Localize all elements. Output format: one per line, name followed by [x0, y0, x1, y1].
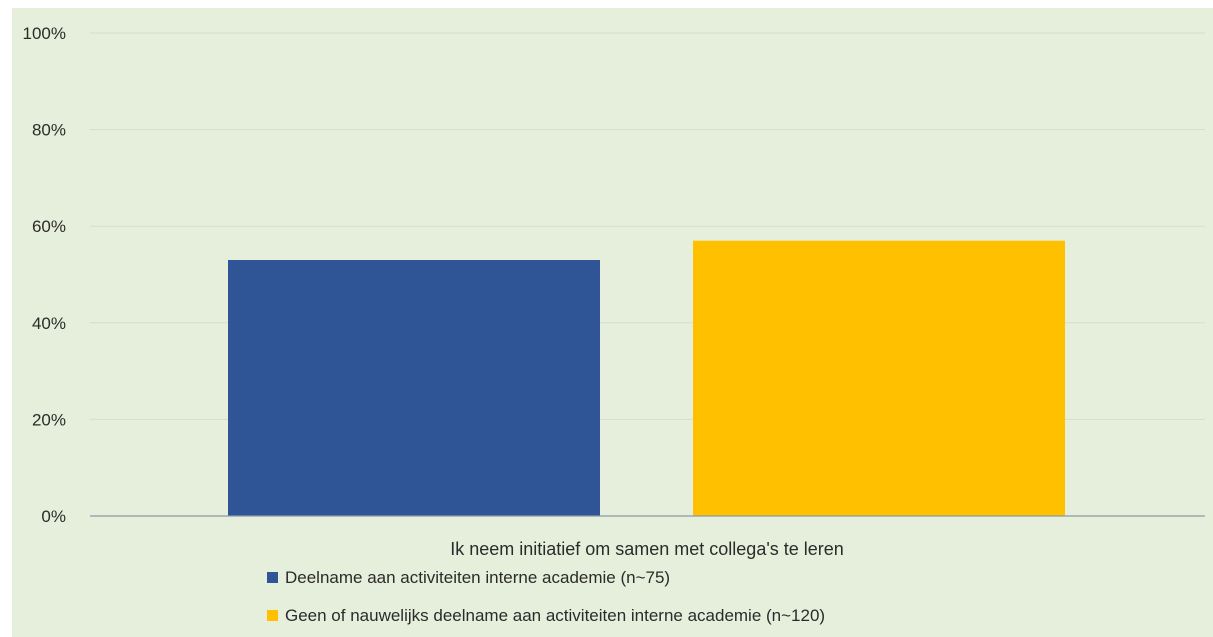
- y-tick-label: 60%: [32, 217, 66, 236]
- legend: Deelname aan activiteiten interne academ…: [267, 568, 825, 625]
- y-tick-label: 80%: [32, 121, 66, 140]
- y-tick-label: 100%: [23, 24, 66, 43]
- y-tick-label: 0%: [41, 507, 66, 526]
- y-axis-tick-labels: 0% 20% 40% 60% 80% 100%: [23, 24, 66, 526]
- legend-label-1: Deelname aan activiteiten interne academ…: [285, 568, 670, 587]
- legend-swatch-1: [267, 572, 278, 583]
- y-tick-label: 20%: [32, 410, 66, 429]
- bar-series-1: [228, 260, 600, 516]
- bar-series-2: [693, 240, 1065, 516]
- y-tick-label: 40%: [32, 314, 66, 333]
- legend-swatch-2: [267, 610, 278, 621]
- legend-label-2: Geen of nauwelijks deelname aan activite…: [285, 606, 825, 625]
- bars: [228, 240, 1065, 516]
- category-label: Ik neem initiatief om samen met collega'…: [450, 539, 844, 559]
